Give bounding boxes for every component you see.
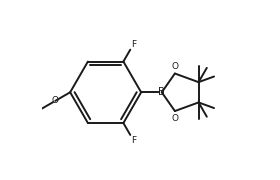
Text: O: O xyxy=(171,62,178,71)
Text: B: B xyxy=(158,87,165,97)
Text: O: O xyxy=(52,96,59,105)
Text: F: F xyxy=(131,136,136,145)
Text: F: F xyxy=(131,40,136,49)
Text: O: O xyxy=(171,114,178,123)
